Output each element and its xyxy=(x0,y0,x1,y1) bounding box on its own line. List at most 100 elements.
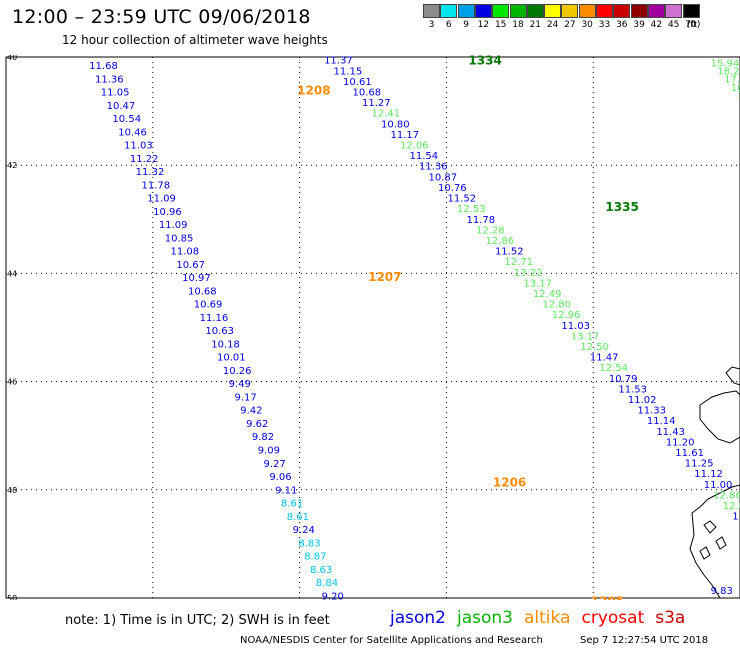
color-scale-label: 18 xyxy=(512,20,524,30)
color-scale-label: 45 xyxy=(667,20,680,30)
legend-s3a: s3a xyxy=(655,608,686,628)
map-title: 12:00 – 23:59 UTC 09/06/2018 xyxy=(12,6,311,28)
wave-height-value: 10.54 xyxy=(112,114,141,125)
color-scale-swatch xyxy=(682,4,700,18)
wave-height-value: 11.78 xyxy=(466,215,495,226)
wave-height-value: 8.63 xyxy=(310,565,332,576)
color-scale-swatch xyxy=(457,4,475,18)
wave-height-value: 11.43 xyxy=(656,427,685,438)
wave-height-value: 8.61 xyxy=(281,499,303,510)
pass-number-label: 1335 xyxy=(605,200,638,214)
wave-height-value: 10.47 xyxy=(107,101,136,112)
wave-height-value: 18.22 xyxy=(717,67,740,78)
wave-height-value: 10.69 xyxy=(194,300,223,311)
wave-height-value: 10.18 xyxy=(211,339,240,350)
wave-height-value: 10.68 xyxy=(188,286,217,297)
wave-height-value: 9.24 xyxy=(293,525,315,536)
wave-height-value: 11.52 xyxy=(447,194,476,205)
color-scale-swatch xyxy=(665,4,683,18)
color-scale-swatch xyxy=(544,4,562,18)
wave-height-value: 9.09 xyxy=(258,445,280,456)
wave-height-value: 12.53 xyxy=(457,204,486,215)
wave-height-value: 10.76 xyxy=(438,183,467,194)
wave-height-value: 10.46 xyxy=(118,127,147,138)
color-scale-label: 24 xyxy=(546,20,559,30)
wave-height-value: 12.49 xyxy=(533,289,562,300)
wave-height-value: 10.01 xyxy=(217,353,246,364)
satellite-legend: jason2 jason3 altika cryosat s3a xyxy=(390,608,696,628)
color-scale-label: 42 xyxy=(650,20,663,30)
color-scale-swatch xyxy=(596,4,613,18)
pass-number-label: 1207 xyxy=(368,270,401,284)
wave-height-value: 11.22 xyxy=(130,154,159,165)
wave-height-value: 9.83 xyxy=(711,586,733,597)
wave-height-value: 8.83 xyxy=(298,538,320,549)
wave-height-value: 9.17 xyxy=(234,392,256,403)
footer: note: 1) Time is in UTC; 2) SWH is in fe… xyxy=(0,600,740,650)
color-scale-label: 70 xyxy=(685,20,697,30)
coastline-island xyxy=(725,366,740,386)
color-scale-swatch xyxy=(492,4,510,18)
wave-height-value: 10.80 xyxy=(381,119,410,130)
pass-number-label: 1205 xyxy=(591,595,624,600)
coastline-island xyxy=(699,390,740,444)
wave-height-value: 13.22 xyxy=(514,268,543,279)
wave-height-value: 11.53 xyxy=(618,384,647,395)
color-scale-swatch xyxy=(423,4,440,18)
wave-height-value: 11.61 xyxy=(675,448,704,459)
color-scale-swatch xyxy=(630,4,648,18)
wave-height-value: 13.17 xyxy=(571,331,600,342)
map-frame xyxy=(5,56,740,599)
wave-height-value: 11.25 xyxy=(685,459,714,470)
color-scale-unit: (ft) xyxy=(686,20,701,30)
wave-height-value: 8.61 xyxy=(287,512,309,523)
color-scale-label: 9 xyxy=(463,20,469,30)
wave-height-value: 12.54 xyxy=(599,363,628,374)
legend-jason3: jason3 xyxy=(457,608,513,628)
lat-tick-label: 44 xyxy=(7,269,17,278)
color-scale-swatch xyxy=(578,4,596,18)
wave-height-value: 11.14 xyxy=(647,416,676,427)
wave-height-value: 13.17 xyxy=(523,278,552,289)
wave-height-value: 11.36 xyxy=(419,162,448,173)
map-canvas: 404244464850-90-87-84-81-78-7511.6811.36… xyxy=(5,55,740,600)
wave-height-value: 11.09 xyxy=(159,220,188,231)
header: 12:00 – 23:59 UTC 09/06/2018 12 hour col… xyxy=(0,0,740,55)
wave-height-value: 11.68 xyxy=(89,61,118,72)
wave-height-value: 11.27 xyxy=(362,98,391,109)
wave-height-value: 16.47 xyxy=(731,83,740,94)
wave-height-value: 11.09 xyxy=(147,194,176,205)
wave-height-value: 11.17 xyxy=(391,130,420,141)
wave-height-value: 10.96 xyxy=(153,207,182,218)
lat-tick-label: 46 xyxy=(7,378,17,387)
wave-height-value: 10.26 xyxy=(223,366,252,377)
wave-height-value: 12.50 xyxy=(580,342,609,353)
legend-jason2: jason2 xyxy=(390,608,446,628)
wave-height-value: 16.95 xyxy=(738,91,740,102)
color-scale-label: 21 xyxy=(529,20,542,30)
wave-height-value: 10.67 xyxy=(176,260,205,271)
wave-height-value: 9.49 xyxy=(229,379,251,390)
wave-height-value: 11.33 xyxy=(637,406,666,417)
color-scale-swatch xyxy=(474,4,492,18)
color-scale-label: 12 xyxy=(477,20,490,30)
generated-timestamp: Sep 7 12:27:54 UTC 2018 xyxy=(580,635,709,646)
legend-altika: altika xyxy=(524,608,571,628)
color-scale-swatch xyxy=(647,4,665,18)
units-note: note: 1) Time is in UTC; 2) SWH is in fe… xyxy=(65,613,330,628)
wave-height-value: 12.71 xyxy=(504,257,533,268)
pass-number-label: 1206 xyxy=(493,476,526,490)
wave-height-value: 11.02 xyxy=(628,395,657,406)
color-scale-swatch xyxy=(509,4,527,18)
wave-height-value: 11.32 xyxy=(136,167,165,178)
wave-height-value: 10.85 xyxy=(165,233,194,244)
wave-height-value: 10.87 xyxy=(428,172,457,183)
map-subtitle: 12 hour collection of altimeter wave hei… xyxy=(62,33,328,47)
wave-height-value: 9.27 xyxy=(264,459,286,470)
wave-height-value: 8.84 xyxy=(316,578,338,589)
wave-height-value: 10.63 xyxy=(205,326,234,337)
wave-height-value: 12.96 xyxy=(552,310,581,321)
pass-number-label: 1208 xyxy=(297,83,330,97)
lat-tick-label: 40 xyxy=(7,55,17,62)
color-scale-label: 3 xyxy=(428,20,435,30)
